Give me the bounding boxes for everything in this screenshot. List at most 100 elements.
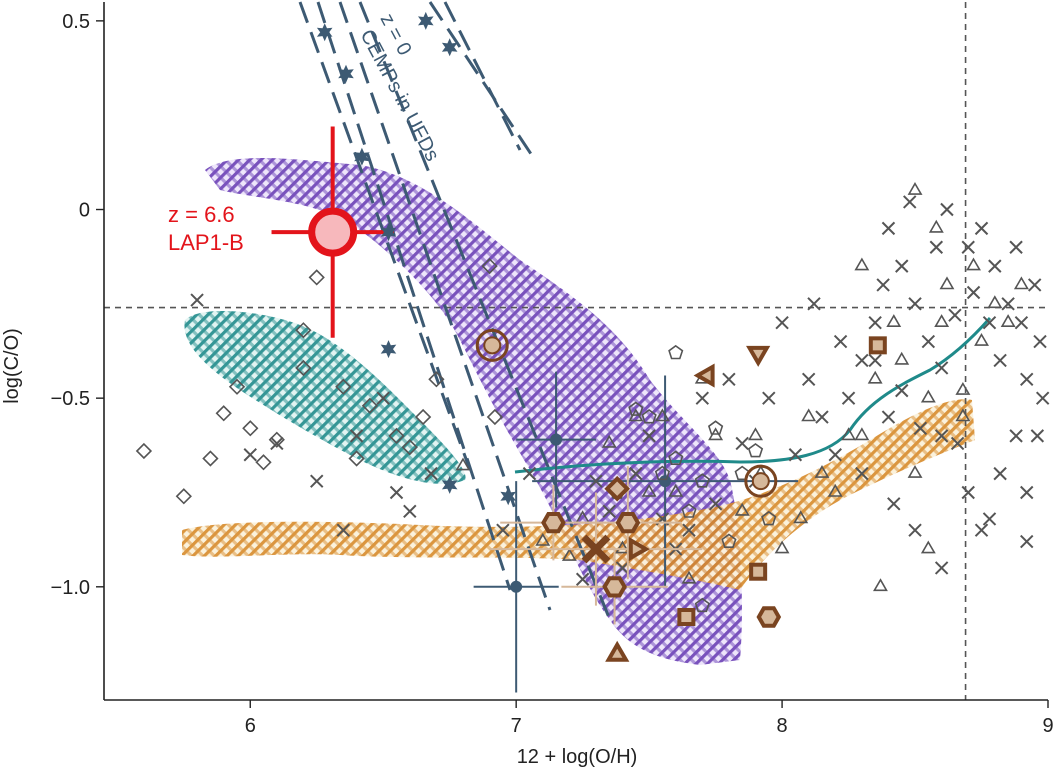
- gray-pentagon-point: [681, 503, 697, 518]
- gray-cross-point: [828, 448, 842, 462]
- gray-triangle-point: [934, 314, 950, 328]
- y-tick-label: 0.5: [62, 11, 90, 33]
- gray-triangle-point: [886, 314, 902, 328]
- lap1b-point: [308, 207, 358, 257]
- gray-triangle-point: [535, 532, 551, 546]
- gray-cross-point: [908, 523, 922, 537]
- brown-cross-point: [581, 534, 611, 564]
- gray-cross-point: [642, 429, 656, 443]
- y-tick-label: −1.0: [51, 577, 90, 599]
- x-tick-label: 9: [1042, 715, 1053, 737]
- gray-diamond-point: [308, 269, 325, 286]
- dla-point: [550, 433, 563, 446]
- gray-cross-point: [310, 474, 324, 488]
- gray-cross-point: [961, 485, 975, 500]
- gray-diamond-point: [428, 371, 445, 388]
- gray-cross-point: [855, 353, 869, 368]
- brown-square-point: [868, 336, 887, 355]
- gray-diamond-point: [242, 420, 259, 437]
- gray-cross-point: [881, 410, 896, 424]
- cemp-dashed-line: [338, 1, 552, 611]
- gray-triangle-point: [1013, 276, 1029, 290]
- gray-cross-point: [940, 202, 954, 217]
- brown-square-point: [749, 562, 768, 581]
- dla-point: [659, 475, 672, 488]
- gray-cross-point: [908, 297, 922, 311]
- gray-cross-point: [855, 466, 869, 481]
- brown-hexagon-point: [756, 606, 782, 628]
- y-tick-label: 0: [79, 200, 90, 222]
- gray-pentagon-point: [694, 473, 710, 488]
- gray-cross-point: [496, 523, 510, 537]
- teal-model-curve-path: [514, 317, 992, 474]
- cemp-star-point: [418, 11, 434, 30]
- cemp-star-point: [500, 487, 516, 506]
- gray-cross-point: [841, 391, 856, 405]
- cemp-dashed-line: [358, 1, 612, 621]
- gray-cross-point: [921, 334, 936, 349]
- gray-triangle-point: [907, 181, 923, 195]
- gray-cross-point: [1001, 297, 1015, 311]
- cemp-star-point: [441, 38, 458, 57]
- gray-cross-point: [974, 523, 989, 537]
- gray-triangle-point: [641, 483, 657, 497]
- gray-triangle-point: [854, 257, 870, 271]
- brown-left-triangle-point: [693, 363, 715, 388]
- gray-cross-point: [950, 436, 965, 451]
- orange-region: [182, 399, 975, 590]
- cemp-dashed-line: [298, 1, 472, 471]
- gray-cross-point: [522, 466, 537, 481]
- gray-triangle-point: [681, 570, 697, 584]
- gray-triangle-point: [841, 427, 856, 441]
- gray-cross-point: [722, 372, 736, 387]
- axes: 6 7 8 9 0.5 0 −0.5 −1.0: [51, 2, 1054, 737]
- brown-square-point: [677, 607, 696, 626]
- gray-diamond-point: [295, 359, 312, 377]
- gray-triangle-point: [920, 540, 936, 554]
- gray-diamond-point: [486, 408, 504, 426]
- gray-cross-point: [629, 466, 643, 481]
- teal-region: [184, 310, 466, 484]
- gray-cross-point: [190, 293, 204, 307]
- gray-cross-point: [966, 285, 981, 300]
- gray-pentagon-point: [721, 533, 737, 549]
- gray-cross-point: [868, 353, 882, 368]
- gray-cross-point: [575, 572, 590, 586]
- cemp-star-point: [380, 223, 397, 242]
- gray-triangle-point: [867, 370, 883, 384]
- gray-diamond-point: [175, 488, 192, 505]
- gray-cross-point: [801, 372, 816, 387]
- brown-hexagon-point: [602, 576, 627, 598]
- gray-pentagon-point: [761, 510, 777, 526]
- gray-diamond-point: [228, 378, 246, 395]
- gray-diamond-point: [268, 431, 285, 448]
- gray-cross-point: [913, 421, 928, 436]
- dla-point: [510, 580, 523, 593]
- reference-lines: [104, 2, 1048, 700]
- gray-diamond-point: [388, 427, 405, 445]
- gray-triangle-point: [655, 408, 670, 422]
- gray-cross-point: [895, 383, 909, 398]
- gray-cross-point: [349, 429, 364, 443]
- gray-diamond-point: [202, 450, 219, 467]
- gray-cross-point: [982, 315, 997, 330]
- cemp-dashed-line: [316, 1, 512, 591]
- x-axis-title: 12 + log(O/H): [517, 746, 638, 768]
- cemp-dashed-lines: [298, 1, 612, 621]
- gray-diamond-point: [401, 439, 418, 456]
- gray-triangle-point: [928, 219, 944, 233]
- gray-cross-point: [589, 474, 603, 488]
- cemp-dashed-line: [428, 1, 537, 161]
- gray-triangle-point: [907, 464, 923, 478]
- gray-triangle-point: [615, 540, 630, 554]
- gray-cross-point: [1033, 334, 1047, 349]
- gray-triangle-point: [974, 332, 989, 346]
- gray-diamond-point: [348, 450, 365, 467]
- gray-cross-point: [961, 240, 975, 254]
- gray-triangle-point: [601, 434, 617, 448]
- gray-pentagon-point: [668, 450, 684, 466]
- gray-triangle-point: [854, 427, 870, 441]
- gray-cross-point: [682, 523, 696, 537]
- gray-cross-point: [993, 353, 1007, 368]
